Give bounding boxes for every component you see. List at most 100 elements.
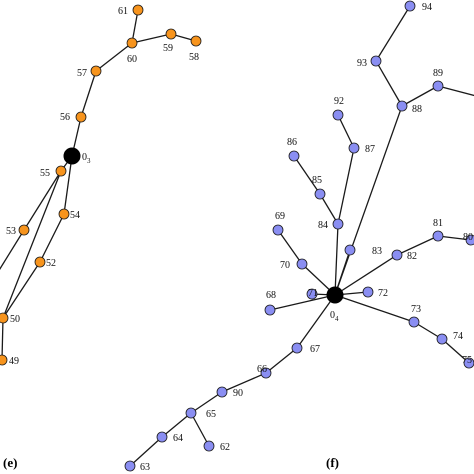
node-86: [288, 150, 300, 162]
edge-87-84: [337, 147, 355, 225]
edge-90-65: [190, 391, 223, 414]
edge-88-89: [401, 85, 439, 107]
edge-61-60: [131, 9, 139, 44]
node-56: [75, 111, 87, 123]
root-node-o3: [63, 147, 81, 165]
edge-69-70: [277, 229, 303, 265]
edge-65-64: [161, 412, 192, 438]
node-label-64: 64: [173, 433, 183, 444]
node-label-90: 90: [233, 388, 243, 399]
edge-89-off-right: [437, 85, 474, 97]
node-label-54: 54: [70, 210, 80, 221]
edge-50-49: [1, 317, 4, 361]
edge-82-81: [396, 235, 439, 256]
node-label-58: 58: [189, 52, 199, 63]
node-label-88: 88: [412, 104, 422, 115]
node-label-93: 93: [357, 58, 367, 69]
node-label-75: 75: [462, 355, 472, 366]
node-55: [55, 165, 67, 177]
node-label-62: 62: [220, 442, 230, 453]
node-82: [391, 249, 403, 261]
node-label-86: 86: [287, 137, 297, 148]
node-64: [156, 431, 168, 443]
node-label-53: 53: [6, 226, 16, 237]
node-72: [362, 286, 374, 298]
node-label-60: 60: [127, 54, 137, 65]
edge-52-50: [2, 261, 41, 319]
labels-layer: 61 60 59 58 57 56 55 54 53 52 50 49 03 94 93 89 88 92 87 86…: [6, 2, 473, 473]
node-57: [90, 65, 102, 77]
node-67: [291, 342, 303, 354]
root-node-o4: [326, 286, 344, 304]
edge-68-o4: [269, 294, 336, 311]
node-label-82: 82: [407, 251, 417, 262]
edge-60-57: [95, 42, 133, 72]
node-94: [404, 0, 416, 12]
edge-55-50: [2, 170, 62, 319]
edge-o3-54: [63, 155, 73, 215]
node-label-50: 50: [10, 314, 20, 325]
edge-85-84: [319, 193, 339, 225]
node-label-73: 73: [411, 304, 421, 315]
edge-60-59: [131, 33, 172, 44]
edge-92-87: [337, 114, 355, 149]
node-70: [296, 258, 308, 270]
node-label-52: 52: [46, 258, 56, 269]
node-label-63: 63: [140, 462, 150, 473]
node-label-59: 59: [163, 43, 173, 54]
edge-53-off-left: [0, 229, 25, 271]
node-label-81: 81: [433, 218, 443, 229]
edge-73-74: [413, 321, 443, 340]
node-label-68: 68: [266, 290, 276, 301]
node-93: [370, 55, 382, 67]
node-label-56: 56: [60, 112, 70, 123]
node-63: [124, 460, 136, 472]
node-label-71: 71: [308, 288, 318, 299]
edge-57-56: [80, 70, 97, 118]
node-84: [332, 218, 344, 230]
node-label-70: 70: [280, 260, 290, 271]
node-label-80: 80: [463, 232, 473, 243]
node-89: [432, 80, 444, 92]
edge-54-52: [39, 213, 65, 263]
node-label-66: 66: [257, 364, 267, 375]
node-label-57: 57: [77, 68, 87, 79]
node-53: [18, 224, 30, 236]
node-92: [332, 109, 344, 121]
panel-label-e: (e): [3, 455, 17, 470]
edge-67-66: [265, 347, 298, 374]
node-85: [314, 188, 326, 200]
edge-o4-82: [334, 254, 398, 296]
edge-o4-67: [296, 294, 336, 349]
node-88: [396, 100, 408, 112]
node-87: [348, 142, 360, 154]
node-75: [463, 357, 474, 369]
edges-layer: [0, 5, 474, 467]
edge-o4-73: [334, 294, 415, 323]
node-71: [306, 288, 318, 300]
root-label-o4: 04: [330, 310, 339, 323]
node-80: [465, 234, 474, 246]
edge-93-88: [375, 60, 403, 107]
node-label-55: 55: [40, 168, 50, 179]
node-73: [408, 316, 420, 328]
node-60: [126, 37, 138, 49]
edge-81-80: [437, 235, 472, 241]
node-label-49: 49: [9, 356, 19, 367]
node-label-84: 84: [318, 220, 328, 231]
node-label-83: 83: [372, 246, 382, 257]
edge-94-93: [375, 5, 411, 62]
node-68: [264, 304, 276, 316]
node-74: [436, 333, 448, 345]
node-label-61: 61: [118, 6, 128, 17]
node-label-94: 94: [422, 2, 432, 13]
edge-64-63: [129, 436, 163, 467]
node-61: [132, 4, 144, 16]
root-label-o3: 03: [82, 152, 91, 165]
edge-66-90: [221, 372, 267, 393]
node-62: [203, 440, 215, 452]
node-69: [272, 224, 284, 236]
node-label-72: 72: [378, 288, 388, 299]
